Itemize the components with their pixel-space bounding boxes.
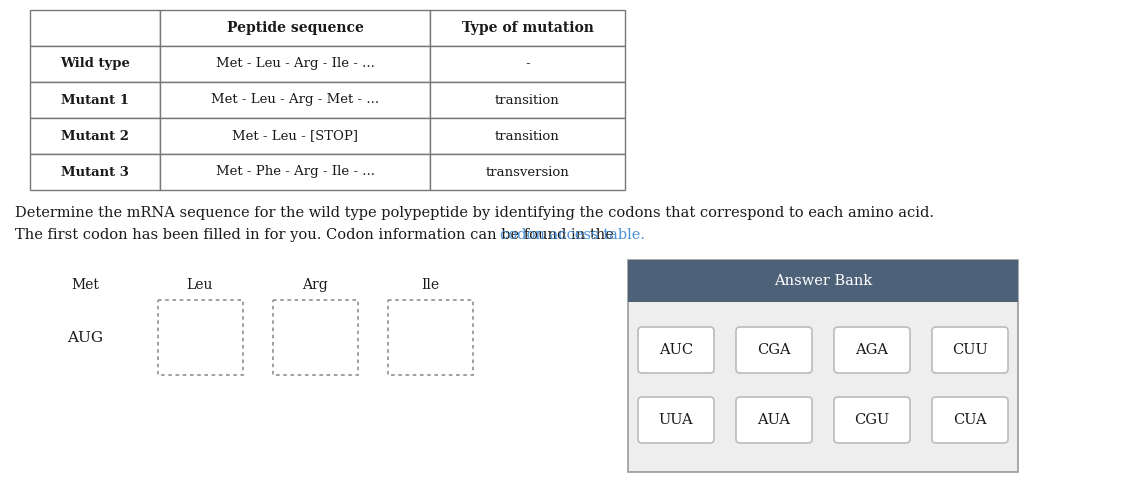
Bar xyxy=(160,154,430,190)
Text: Peptide sequence: Peptide sequence xyxy=(227,21,363,35)
Text: -: - xyxy=(525,57,530,71)
Bar xyxy=(29,46,160,82)
Text: Met - Leu - [STOP]: Met - Leu - [STOP] xyxy=(232,130,358,143)
Text: Answer Bank: Answer Bank xyxy=(773,274,872,288)
Text: CGU: CGU xyxy=(854,413,890,427)
Text: Mutant 2: Mutant 2 xyxy=(61,130,129,143)
Text: AUG: AUG xyxy=(67,331,103,345)
Bar xyxy=(272,300,357,375)
Text: CUU: CUU xyxy=(953,343,988,357)
Bar xyxy=(430,154,625,190)
Bar xyxy=(628,302,1018,472)
Bar xyxy=(29,82,160,118)
Text: UUA: UUA xyxy=(659,413,693,427)
FancyBboxPatch shape xyxy=(736,327,812,373)
Text: CGA: CGA xyxy=(758,343,790,357)
Bar xyxy=(430,82,625,118)
FancyBboxPatch shape xyxy=(736,397,812,443)
Text: Mutant 3: Mutant 3 xyxy=(61,165,129,178)
Bar xyxy=(160,10,430,46)
Bar xyxy=(160,82,430,118)
Text: Wild type: Wild type xyxy=(60,57,130,71)
Bar xyxy=(29,154,160,190)
Bar xyxy=(160,46,430,82)
FancyBboxPatch shape xyxy=(833,397,909,443)
Bar xyxy=(628,260,1018,472)
Bar xyxy=(430,118,625,154)
Text: Ile: Ile xyxy=(421,278,439,292)
Text: The first codon has been filled in for you. Codon information can be found in th: The first codon has been filled in for y… xyxy=(15,228,618,242)
Text: Met: Met xyxy=(71,278,99,292)
Text: codon access table.: codon access table. xyxy=(500,228,645,242)
Bar xyxy=(29,118,160,154)
Text: transition: transition xyxy=(496,94,560,106)
Bar xyxy=(628,260,1018,302)
Bar xyxy=(388,300,473,375)
FancyBboxPatch shape xyxy=(833,327,909,373)
Bar xyxy=(158,300,243,375)
Text: transversion: transversion xyxy=(485,165,569,178)
Bar xyxy=(160,118,430,154)
Text: transition: transition xyxy=(496,130,560,143)
FancyBboxPatch shape xyxy=(932,397,1008,443)
Bar xyxy=(430,46,625,82)
Text: Mutant 1: Mutant 1 xyxy=(61,94,129,106)
Text: Determine the mRNA sequence for the wild type polypeptide by identifying the cod: Determine the mRNA sequence for the wild… xyxy=(15,206,934,220)
Text: CUA: CUA xyxy=(954,413,987,427)
Text: AUC: AUC xyxy=(659,343,693,357)
Text: AUA: AUA xyxy=(758,413,790,427)
Text: Met - Leu - Arg - Met - ...: Met - Leu - Arg - Met - ... xyxy=(211,94,379,106)
Bar xyxy=(29,10,160,46)
FancyBboxPatch shape xyxy=(638,327,714,373)
Bar xyxy=(430,10,625,46)
Text: Arg: Arg xyxy=(302,278,328,292)
Text: Met - Phe - Arg - Ile - ...: Met - Phe - Arg - Ile - ... xyxy=(215,165,374,178)
Text: AGA: AGA xyxy=(855,343,889,357)
FancyBboxPatch shape xyxy=(638,397,714,443)
Text: Met - Leu - Arg - Ile - ...: Met - Leu - Arg - Ile - ... xyxy=(215,57,374,71)
Text: Leu: Leu xyxy=(187,278,213,292)
FancyBboxPatch shape xyxy=(932,327,1008,373)
Text: Type of mutation: Type of mutation xyxy=(462,21,593,35)
